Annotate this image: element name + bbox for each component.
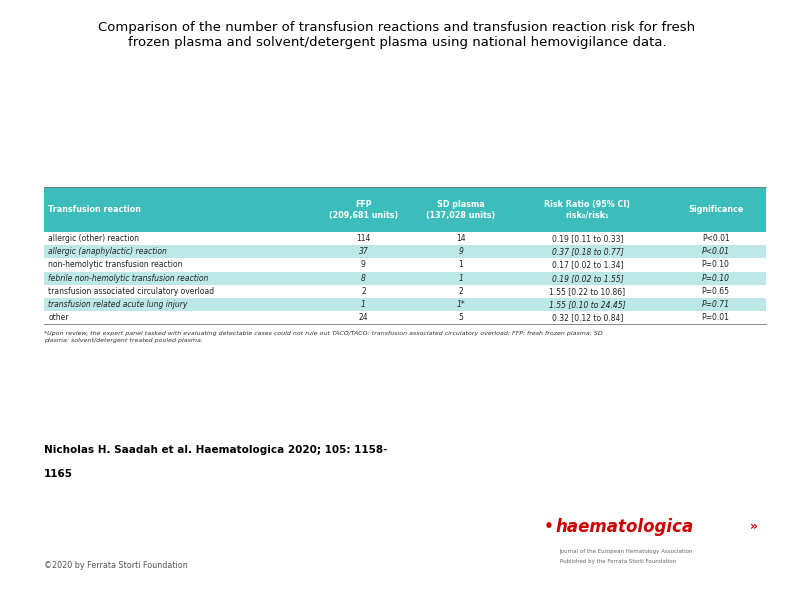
- Text: non-hemolytic transfusion reaction: non-hemolytic transfusion reaction: [48, 261, 183, 270]
- Text: »: »: [750, 520, 758, 533]
- Bar: [44, 311, 766, 324]
- Text: Significance: Significance: [688, 205, 743, 214]
- Text: P=0.10: P=0.10: [702, 261, 730, 270]
- Text: 0.19 [0.11 to 0.33]: 0.19 [0.11 to 0.33]: [552, 234, 623, 243]
- Text: 14: 14: [456, 234, 466, 243]
- Text: Risk Ratio (95% CI)
risk₀/risk₁: Risk Ratio (95% CI) risk₀/risk₁: [545, 200, 630, 220]
- Text: 0.19 [0.02 to 1.55]: 0.19 [0.02 to 1.55]: [552, 274, 623, 283]
- Text: 9: 9: [361, 261, 366, 270]
- Text: allergic (anaphylactic) reaction: allergic (anaphylactic) reaction: [48, 248, 168, 256]
- Text: P=0.01: P=0.01: [702, 313, 730, 322]
- Bar: [44, 298, 766, 311]
- Text: haematologica: haematologica: [556, 518, 694, 536]
- Bar: [44, 245, 766, 258]
- Text: 0.32 [0.12 to 0.84]: 0.32 [0.12 to 0.84]: [552, 313, 623, 322]
- Text: 1: 1: [459, 261, 464, 270]
- Text: 8: 8: [361, 274, 366, 283]
- Text: 0.17 [0.02 to 1.34]: 0.17 [0.02 to 1.34]: [552, 261, 623, 270]
- Text: P=0.71: P=0.71: [702, 300, 730, 309]
- Text: P=0.65: P=0.65: [702, 287, 730, 296]
- Text: 1*: 1*: [457, 300, 465, 309]
- Text: 1: 1: [458, 274, 464, 283]
- Text: *Upon review, the expert panel tasked with evaluating detectable cases could not: *Upon review, the expert panel tasked wi…: [44, 331, 603, 343]
- Text: 5: 5: [458, 313, 464, 322]
- Text: Journal of the European Hematology Association: Journal of the European Hematology Assoc…: [560, 549, 693, 553]
- Text: febrile non-hemolytic transfusion reaction: febrile non-hemolytic transfusion reacti…: [48, 274, 209, 283]
- Text: 2: 2: [361, 287, 366, 296]
- Text: 1.55 [0.22 to 10.86]: 1.55 [0.22 to 10.86]: [549, 287, 626, 296]
- Text: 1: 1: [361, 300, 366, 309]
- Bar: [44, 271, 766, 285]
- Text: 9: 9: [458, 248, 464, 256]
- Text: Nicholas H. Saadah et al. Haematologica 2020; 105: 1158-: Nicholas H. Saadah et al. Haematologica …: [44, 445, 387, 455]
- Text: FFP
(209,681 units): FFP (209,681 units): [329, 200, 398, 220]
- Text: 1.55 [0.10 to 24.45]: 1.55 [0.10 to 24.45]: [549, 300, 626, 309]
- Text: ©2020 by Ferrata Storti Foundation: ©2020 by Ferrata Storti Foundation: [44, 561, 187, 570]
- Text: allergic (other) reaction: allergic (other) reaction: [48, 234, 140, 243]
- Text: 37: 37: [359, 248, 368, 256]
- Text: •: •: [544, 519, 553, 534]
- Text: 24: 24: [359, 313, 368, 322]
- Text: transfusion related acute lung injury: transfusion related acute lung injury: [48, 300, 188, 309]
- Text: P=0.10: P=0.10: [702, 274, 730, 283]
- Text: 2: 2: [459, 287, 464, 296]
- Text: transfusion associated circulatory overload: transfusion associated circulatory overl…: [48, 287, 214, 296]
- Text: other: other: [48, 313, 69, 322]
- Text: Published by the Ferrata Storti Foundation: Published by the Ferrata Storti Foundati…: [560, 559, 676, 564]
- Text: 1165: 1165: [44, 469, 73, 479]
- Text: 114: 114: [357, 234, 371, 243]
- Text: Transfusion reaction: Transfusion reaction: [48, 205, 141, 214]
- Bar: [44, 258, 766, 271]
- Text: 0.37 [0.18 to 0.77]: 0.37 [0.18 to 0.77]: [552, 248, 623, 256]
- Bar: [44, 187, 766, 232]
- Text: SD plasma
(137,028 units): SD plasma (137,028 units): [426, 200, 495, 220]
- Text: P<0.01: P<0.01: [702, 234, 730, 243]
- Text: Comparison of the number of transfusion reactions and transfusion reaction risk : Comparison of the number of transfusion …: [98, 21, 696, 49]
- Bar: [44, 232, 766, 245]
- Text: P<0.01: P<0.01: [702, 248, 730, 256]
- Bar: [44, 285, 766, 298]
